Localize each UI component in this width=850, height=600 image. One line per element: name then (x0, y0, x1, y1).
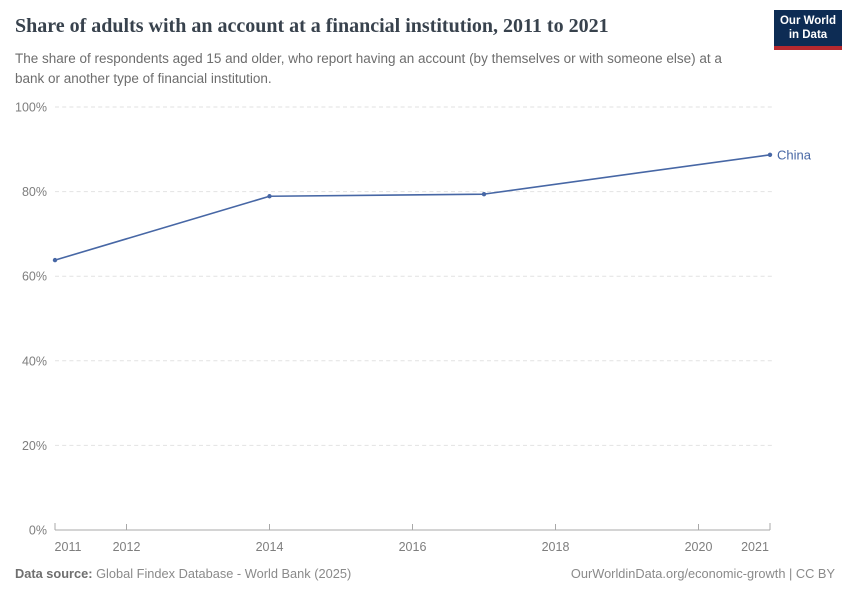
chart-footer: Data source: Global Findex Database - Wo… (15, 566, 835, 581)
series-label-china[interactable]: China (777, 147, 812, 162)
x-axis-label-2016: 2016 (399, 540, 427, 554)
x-axis-label-2011: 2011 (55, 540, 82, 554)
x-axis-label-2021: 2021 (741, 540, 769, 554)
data-point-china-2011[interactable] (52, 257, 58, 263)
owid-logo-line2: in Data (788, 28, 828, 41)
x-axis-label-2012: 2012 (113, 540, 141, 554)
attribution-link[interactable]: OurWorldinData.org/economic-growth | CC … (570, 566, 835, 581)
data-point-china-2021[interactable] (767, 152, 773, 157)
y-axis-label-20: 20% (22, 439, 47, 453)
y-axis-label-40: 40% (22, 354, 47, 368)
data-source-label: Data source: (15, 566, 93, 581)
owid-logo[interactable]: Our World in Data (774, 10, 842, 50)
chart-title: Share of adults with an account at a fin… (15, 15, 609, 37)
chart-subtitle: The share of respondents aged 15 and old… (15, 51, 722, 86)
x-axis-label-2014: 2014 (256, 540, 284, 554)
owid-logo-line1: Our World (779, 15, 836, 27)
x-axis-label-2020: 2020 (685, 540, 713, 554)
y-axis-label-60: 60% (22, 270, 47, 284)
y-axis-label-0: 0% (29, 524, 47, 538)
y-axis-label-80: 80% (22, 185, 47, 199)
data-source-line[interactable]: Data source: Global Findex Database - Wo… (15, 566, 351, 581)
x-axis-label-2018: 2018 (542, 540, 570, 554)
y-axis-label-100: 100% (15, 101, 47, 115)
data-source-text: Global Findex Database - World Bank (202… (92, 566, 352, 581)
data-point-china-2017[interactable] (481, 191, 487, 197)
series-line-china[interactable] (54, 153, 771, 261)
data-point-china-2014[interactable] (267, 194, 272, 199)
